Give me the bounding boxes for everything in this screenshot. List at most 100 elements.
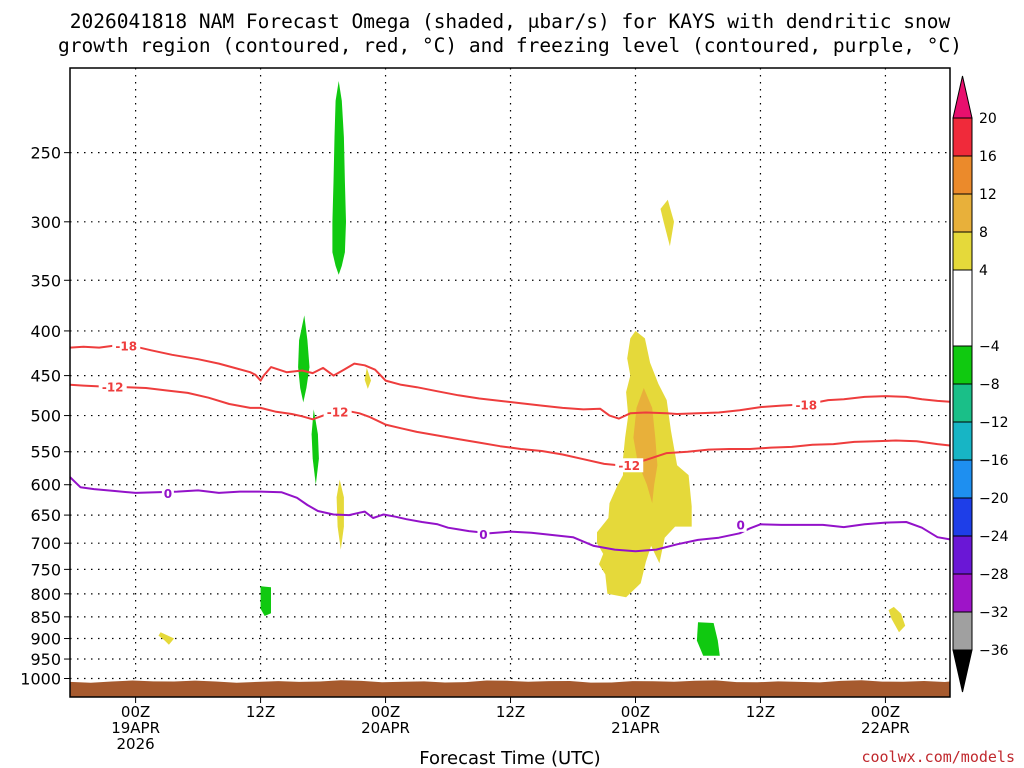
ytick-label-350: 350 bbox=[30, 271, 61, 290]
colorbar-label-2: 12 bbox=[979, 187, 997, 203]
xtick-label-5-0: 12Z bbox=[746, 703, 775, 721]
ytick-label-1000: 1000 bbox=[20, 669, 61, 688]
colorbar-label-11: −28 bbox=[979, 567, 1009, 583]
omega-region-0 bbox=[332, 81, 346, 275]
colorbar-label-3: 8 bbox=[979, 225, 988, 241]
colorbar-bin-6 bbox=[952, 383, 973, 423]
colorbar-bin-2 bbox=[952, 193, 973, 233]
ytick-label-700: 700 bbox=[30, 534, 61, 553]
y-axis-ticks: 250 300 350 400 450 500 550 600 650 700 750 800 850 9… bbox=[20, 144, 70, 688]
omega-region-4 bbox=[696, 622, 720, 656]
colorbar-label-13: −36 bbox=[979, 643, 1009, 659]
xtick-label-2-1: 20APR bbox=[361, 719, 410, 737]
ytick-label-400: 400 bbox=[30, 322, 61, 341]
colorbar-over-arrow bbox=[952, 75, 973, 119]
contour-label-bg-2-0 bbox=[161, 486, 174, 501]
ytick-label-850: 850 bbox=[30, 608, 61, 627]
colorbar-label-7: −12 bbox=[979, 415, 1009, 431]
ytick-label-650: 650 bbox=[30, 506, 61, 525]
colorbar-bin-8 bbox=[952, 459, 973, 499]
contour-label-0-1: -18 bbox=[795, 398, 817, 412]
colorbar-bin-12 bbox=[952, 611, 973, 651]
contour-label-2-1: 0 bbox=[479, 528, 487, 542]
omega-region-7 bbox=[158, 632, 175, 645]
ytick-label-250: 250 bbox=[30, 144, 61, 163]
contour-label-bg-1-2 bbox=[615, 458, 644, 473]
xtick-label-2-0: 00Z bbox=[371, 703, 400, 721]
colorbar-bin-1 bbox=[952, 155, 973, 195]
omega-region-2 bbox=[311, 409, 319, 485]
contour-label-bg-0-0 bbox=[112, 338, 141, 353]
contour-label-1-2: -12 bbox=[618, 459, 640, 473]
colorbar-bin-3 bbox=[952, 231, 973, 271]
contour-label-bg-2-1 bbox=[477, 527, 490, 542]
contour-label-1-1: -12 bbox=[327, 405, 349, 419]
xtick-label-4-1: 21APR bbox=[611, 719, 660, 737]
omega-shading bbox=[158, 81, 906, 656]
ytick-label-800: 800 bbox=[30, 585, 61, 604]
contour-label-bg-0-1 bbox=[792, 397, 821, 412]
contour-label-1-0: -12 bbox=[102, 381, 124, 395]
chart-title-line-2: growth region (contoured, red, °C) and f… bbox=[58, 34, 962, 57]
colorbar-bin-9 bbox=[952, 497, 973, 537]
contour-label-bg-2-2 bbox=[734, 517, 747, 532]
colorbar-bin-7 bbox=[952, 421, 973, 461]
isotherm-contours bbox=[69, 343, 951, 553]
xtick-label-4-0: 00Z bbox=[621, 703, 650, 721]
contour-label-2-2: 0 bbox=[736, 518, 744, 532]
colorbar-label-12: −32 bbox=[979, 605, 1009, 621]
x-axis-label: Forecast Time (UTC) bbox=[419, 748, 600, 768]
colorbar-label-5: −4 bbox=[979, 339, 1000, 355]
colorbar-label-6: −8 bbox=[979, 377, 1000, 393]
ytick-label-550: 550 bbox=[30, 443, 61, 462]
colorbar-bin-11 bbox=[952, 573, 973, 613]
ytick-label-950: 950 bbox=[30, 650, 61, 669]
contour-minus18c bbox=[69, 343, 951, 420]
contour-label-bg-1-1 bbox=[323, 404, 352, 419]
contour-label-2-0: 0 bbox=[164, 487, 172, 501]
contour-label-bg-1-0 bbox=[98, 380, 127, 395]
xtick-label-0-2: 2026 bbox=[117, 735, 155, 753]
gridlines bbox=[70, 68, 950, 697]
colorbar-bin-4 bbox=[952, 269, 973, 347]
colorbar-bin-0 bbox=[952, 117, 973, 157]
xtick-label-6-0: 00Z bbox=[871, 703, 900, 721]
plot-frame bbox=[69, 67, 951, 698]
colorbar-label-9: −20 bbox=[979, 491, 1009, 507]
ytick-label-900: 900 bbox=[30, 630, 61, 649]
omega-region-8 bbox=[660, 199, 674, 247]
ytick-label-750: 750 bbox=[30, 560, 61, 579]
omega-region-11 bbox=[633, 388, 658, 504]
omega-region-9 bbox=[888, 606, 906, 633]
contour-labels: -18 -18 -12 -12 -12 0 0 0 bbox=[98, 338, 821, 542]
ytick-label-300: 300 bbox=[30, 213, 61, 232]
contour-label-0-0: -18 bbox=[115, 339, 137, 353]
ytick-label-500: 500 bbox=[30, 407, 61, 426]
colorbar: 20 16 12 8 4 −4 −8 −12 −16 −20 −24 −28 −32 −36 bbox=[952, 75, 1009, 693]
ytick-label-600: 600 bbox=[30, 476, 61, 495]
xtick-label-0-0: 00Z bbox=[121, 703, 150, 721]
credit-text: coolwx.com/models bbox=[861, 748, 1015, 766]
colorbar-bin-5 bbox=[952, 345, 973, 385]
omega-region-1 bbox=[298, 315, 310, 403]
xtick-label-0-1: 19APR bbox=[111, 719, 160, 737]
omega-region-5 bbox=[364, 367, 371, 389]
xtick-label-3-0: 12Z bbox=[496, 703, 525, 721]
colorbar-label-0: 20 bbox=[979, 111, 997, 127]
chart-title-line-1: 2026041818 NAM Forecast Omega (shaded, μ… bbox=[70, 10, 951, 33]
xtick-label-6-1: 22APR bbox=[861, 719, 910, 737]
xtick-label-1-0: 12Z bbox=[246, 703, 275, 721]
colorbar-label-4: 4 bbox=[979, 263, 988, 279]
colorbar-under-arrow bbox=[952, 649, 973, 693]
colorbar-bin-10 bbox=[952, 535, 973, 575]
omega-region-3 bbox=[260, 586, 271, 616]
colorbar-label-10: −24 bbox=[979, 529, 1009, 545]
terrain-band bbox=[70, 680, 950, 697]
colorbar-label-1: 16 bbox=[979, 149, 997, 165]
colorbar-label-8: −16 bbox=[979, 453, 1009, 469]
ytick-label-450: 450 bbox=[30, 367, 61, 386]
contour-freezing-level bbox=[69, 476, 951, 553]
terrain bbox=[70, 680, 950, 697]
